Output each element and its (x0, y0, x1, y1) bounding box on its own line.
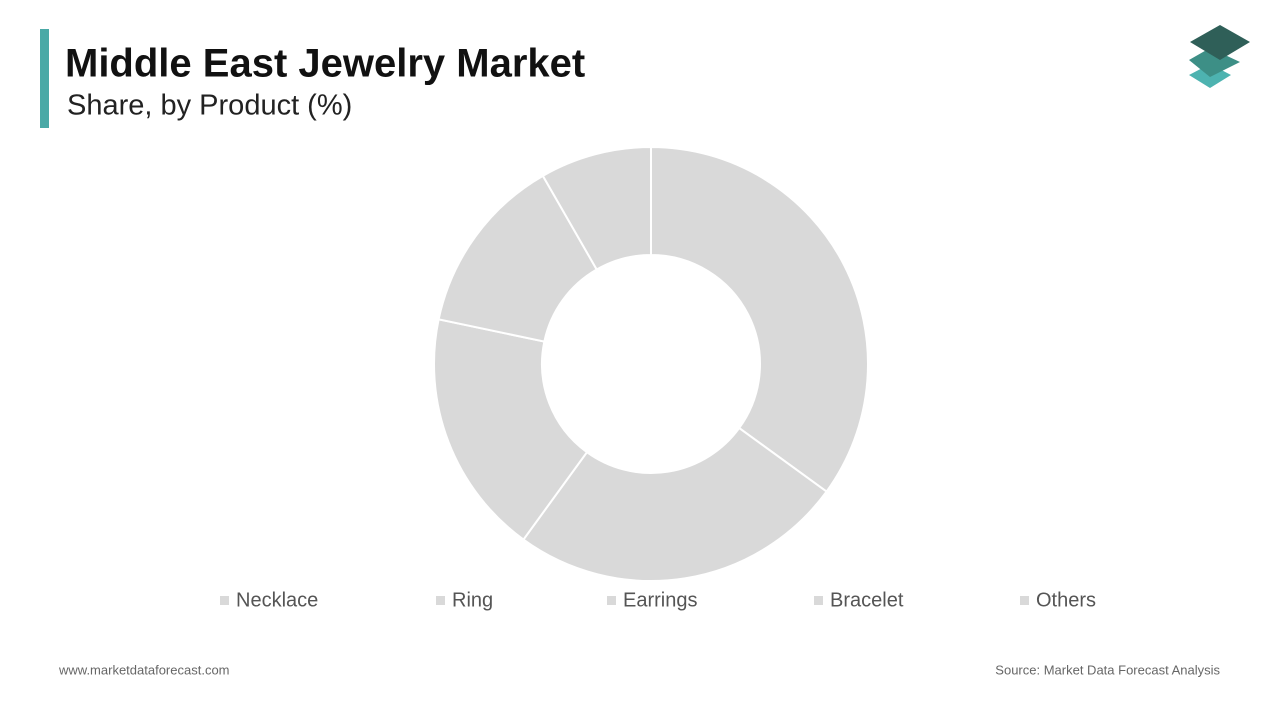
donut-slice (522, 426, 828, 582)
legend-label: Ring (452, 589, 493, 611)
donut-slice (541, 145, 652, 271)
title-accent (40, 29, 49, 128)
chart-title: Middle East Jewelry Market (65, 42, 585, 86)
legend-swatch (607, 596, 616, 605)
chart-subtitle: Share, by Product (%) (67, 90, 352, 122)
legend-label: Others (1036, 589, 1096, 611)
legend-swatch (1020, 596, 1029, 605)
donut-slice (433, 318, 589, 541)
legend-label: Bracelet (830, 589, 904, 611)
footer-source: Source: Market Data Forecast Analysis (995, 662, 1220, 677)
legend-swatch (814, 596, 823, 605)
legend-label: Necklace (236, 589, 318, 611)
legend-swatch (220, 596, 229, 605)
donut-slice (650, 145, 869, 493)
logo (1189, 25, 1250, 88)
legend-swatch (436, 596, 445, 605)
legend-label: Earrings (623, 589, 697, 611)
footer-website: www.marketdataforecast.com (58, 662, 230, 677)
